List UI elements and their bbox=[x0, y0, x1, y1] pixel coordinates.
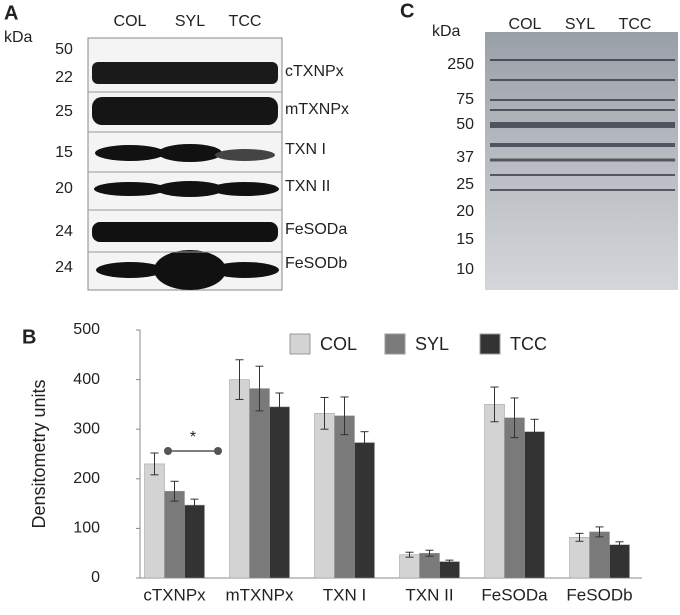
legend-swatch bbox=[384, 333, 406, 355]
bar bbox=[569, 537, 590, 579]
y-tick-label: 400 bbox=[73, 371, 100, 388]
panel-letter: C bbox=[400, 0, 414, 22]
lane-label: COL bbox=[509, 16, 542, 33]
marker-label: 22 bbox=[55, 69, 73, 86]
y-tick-label: 200 bbox=[73, 470, 100, 487]
bar bbox=[334, 415, 355, 579]
protein-label: cTXNPx bbox=[285, 63, 344, 80]
bar bbox=[524, 431, 545, 579]
bar bbox=[484, 404, 505, 579]
y-tick-label: 100 bbox=[73, 520, 100, 537]
protein-label: FeSODa bbox=[285, 221, 347, 238]
gel bbox=[485, 32, 678, 290]
lane-label: TCC bbox=[619, 16, 652, 33]
legend-swatch bbox=[289, 333, 311, 355]
x-tick-label: mTXNPx bbox=[226, 585, 295, 604]
marker-label: 24 bbox=[55, 259, 73, 276]
marker-label: 250 bbox=[447, 56, 474, 73]
unit: kDa bbox=[432, 23, 461, 40]
bar bbox=[439, 561, 460, 579]
bar bbox=[609, 544, 630, 579]
unit: kDa bbox=[4, 29, 33, 46]
bracket-end bbox=[164, 447, 172, 455]
y-tick-label: 500 bbox=[73, 321, 100, 338]
y-tick-label: 300 bbox=[73, 420, 100, 437]
bar bbox=[354, 442, 375, 579]
bar bbox=[184, 504, 205, 579]
marker-label: 75 bbox=[456, 91, 474, 108]
x-tick-label: FeSODa bbox=[481, 585, 548, 604]
lane-label: SYL bbox=[565, 16, 595, 33]
protein-label: TXN II bbox=[285, 178, 330, 195]
x-tick-label: TXN I bbox=[323, 585, 366, 604]
bar bbox=[164, 490, 185, 579]
marker-label: 50 bbox=[456, 116, 474, 133]
annotation: * bbox=[190, 429, 196, 446]
legend-label: TCC bbox=[510, 334, 547, 354]
bracket-end bbox=[214, 447, 222, 455]
legend-label: SYL bbox=[415, 334, 449, 354]
y-axis-label: Densitometry units bbox=[29, 379, 49, 528]
marker-label: 10 bbox=[456, 261, 474, 278]
lane-label: COL bbox=[114, 13, 147, 30]
x-tick-label: TXN II bbox=[405, 585, 453, 604]
bar bbox=[229, 379, 250, 579]
panel-letter: A bbox=[4, 2, 18, 24]
panel-letter: B bbox=[22, 326, 36, 348]
marker-label: 37 bbox=[456, 149, 474, 166]
lane-label: TCC bbox=[229, 13, 262, 30]
bar bbox=[504, 417, 525, 579]
bar bbox=[249, 388, 270, 579]
marker-label: 24 bbox=[55, 223, 73, 240]
legend-label: COL bbox=[320, 334, 357, 354]
bar bbox=[589, 531, 610, 579]
marker-label: 20 bbox=[55, 180, 73, 197]
legend-swatch bbox=[479, 333, 501, 355]
y-tick-label: 0 bbox=[91, 569, 100, 586]
protein-label: mTXNPx bbox=[285, 101, 349, 118]
bar bbox=[314, 413, 335, 579]
x-tick-label: FeSODb bbox=[566, 585, 632, 604]
marker-label: 15 bbox=[55, 144, 73, 161]
x-tick-label: cTXNPx bbox=[143, 585, 206, 604]
marker-label: 50 bbox=[55, 41, 73, 58]
marker-label: 25 bbox=[55, 103, 73, 120]
bar bbox=[269, 406, 290, 579]
protein-label: FeSODb bbox=[285, 255, 347, 272]
marker-label: 20 bbox=[456, 203, 474, 220]
marker-label: 15 bbox=[456, 231, 474, 248]
bar bbox=[144, 463, 165, 579]
bar bbox=[399, 554, 420, 579]
marker-label: 25 bbox=[456, 176, 474, 193]
lane-label: SYL bbox=[175, 13, 205, 30]
bar bbox=[419, 552, 440, 579]
western-blot bbox=[87, 37, 283, 291]
protein-label: TXN I bbox=[285, 141, 326, 158]
